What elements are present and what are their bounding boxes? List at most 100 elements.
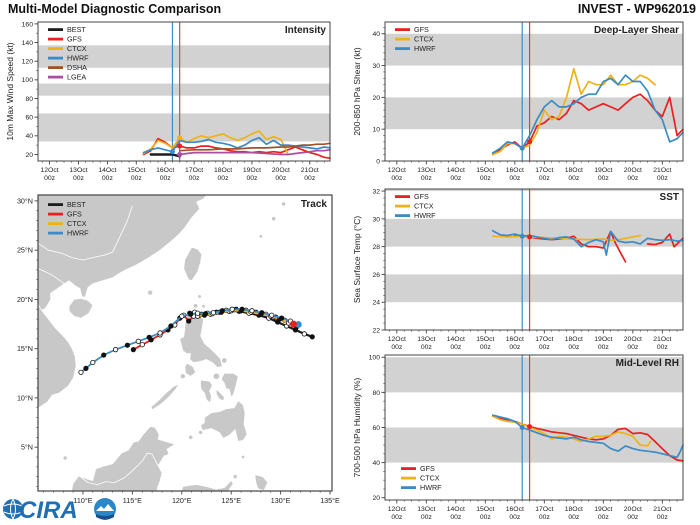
panel-corner-title: Intensity bbox=[285, 25, 327, 36]
x-tick-hour: 00z bbox=[102, 175, 114, 182]
country-border bbox=[112, 205, 133, 253]
x-tick-hour: 00z bbox=[509, 175, 521, 182]
series-line-HWRF bbox=[142, 136, 331, 154]
legend-label-HWRF: HWRF bbox=[67, 54, 89, 63]
x-tick-label: 13Oct bbox=[417, 167, 435, 174]
x-tick-hour: 00z bbox=[450, 175, 462, 182]
y-tick-label: 60 bbox=[25, 115, 33, 122]
init-point-LGEA bbox=[177, 151, 183, 157]
series-line-HWRF bbox=[491, 414, 684, 459]
x-tick-label: 21Oct bbox=[653, 336, 671, 343]
x-tick-label: 16Oct bbox=[506, 336, 524, 343]
lat-tick-label: 5°N bbox=[21, 443, 33, 452]
x-tick-label: 19Oct bbox=[594, 506, 612, 513]
track-point-12z bbox=[179, 313, 185, 319]
track-point-00z bbox=[309, 334, 315, 340]
x-tick-hour: 00z bbox=[480, 175, 492, 182]
panel-corner-title: Mid-Level RH bbox=[616, 358, 679, 369]
x-tick-label: 20Oct bbox=[624, 167, 642, 174]
y-tick-label: 40 bbox=[372, 460, 380, 467]
x-tick-label: 12Oct bbox=[388, 336, 406, 343]
track-point-00z bbox=[83, 365, 89, 371]
panel-corner-title: Track bbox=[301, 199, 328, 210]
x-tick-label: 16Oct bbox=[506, 167, 524, 174]
track-point-12z bbox=[195, 310, 201, 316]
panel-corner-title: SST bbox=[660, 192, 679, 203]
plot-frame bbox=[384, 188, 684, 331]
x-tick-hour: 00z bbox=[480, 514, 492, 521]
lon-tick-label: 115°E bbox=[123, 496, 142, 505]
x-tick-label: 19Oct bbox=[594, 336, 612, 343]
small-island bbox=[259, 234, 263, 238]
page-title: Multi-Model Diagnostic Comparison bbox=[8, 2, 222, 16]
legend-label-CTCX: CTCX bbox=[67, 44, 87, 53]
y-tick-label: 10 bbox=[372, 127, 380, 134]
legend-label-DSHA: DSHA bbox=[67, 63, 87, 72]
x-tick-hour: 00z bbox=[421, 175, 433, 182]
init-position-HWRF bbox=[295, 321, 302, 328]
track-point-00z bbox=[259, 310, 265, 316]
init-position-GFS bbox=[290, 320, 297, 328]
x-tick-hour: 00z bbox=[421, 514, 433, 521]
init-point-GFS bbox=[527, 139, 533, 145]
map-content bbox=[38, 195, 315, 491]
x-tick-hour: 00z bbox=[539, 175, 551, 182]
lon-tick-label: 125°E bbox=[221, 496, 241, 505]
series-line-GFS bbox=[491, 93, 684, 156]
shear-panel: 12Oct00z13Oct00z14Oct00z15Oct00z16Oct00z… bbox=[352, 21, 684, 182]
landmass bbox=[71, 426, 176, 491]
y-tick-label: 100 bbox=[369, 355, 381, 362]
track-point-12z bbox=[269, 312, 275, 318]
landmass bbox=[183, 246, 202, 282]
intensity-category-band bbox=[38, 45, 330, 68]
x-tick-label: 19Oct bbox=[243, 167, 261, 174]
x-tick-hour: 00z bbox=[391, 514, 403, 521]
cira-logo-graphic: CIRA bbox=[3, 497, 116, 524]
series-line-CTCX bbox=[142, 130, 289, 156]
track-point-12z bbox=[210, 310, 217, 316]
intensity-category-band bbox=[385, 97, 683, 130]
country-border bbox=[38, 268, 65, 285]
x-tick-label: 12Oct bbox=[388, 167, 406, 174]
y-tick-label: 28 bbox=[372, 244, 380, 251]
x-tick-label: 21Oct bbox=[653, 167, 671, 174]
track-point-00z bbox=[278, 315, 285, 321]
legend-label-HWRF: HWRF bbox=[67, 229, 89, 238]
track-point-00z bbox=[124, 342, 131, 348]
y-tick-label: 120 bbox=[22, 59, 34, 66]
intensity-category-band bbox=[385, 33, 683, 66]
y-tick-label: 140 bbox=[22, 40, 34, 47]
series-line-LGEA bbox=[178, 148, 331, 156]
lon-tick-label: 120°E bbox=[172, 496, 192, 505]
track-point-00z bbox=[202, 311, 209, 317]
x-tick-label: 12Oct bbox=[40, 167, 58, 174]
country-border bbox=[38, 303, 42, 311]
x-tick-label: 15Oct bbox=[476, 506, 494, 513]
x-tick-hour: 00z bbox=[450, 344, 462, 351]
lon-tick-label: 135°E bbox=[320, 496, 340, 505]
landmass bbox=[216, 388, 225, 402]
x-tick-hour: 00z bbox=[131, 175, 143, 182]
y-tick-label: 30 bbox=[372, 216, 380, 223]
landmass bbox=[68, 298, 94, 319]
x-tick-hour: 00z bbox=[509, 344, 521, 351]
landmass bbox=[200, 379, 213, 404]
series-line-HWRF bbox=[491, 74, 684, 154]
x-tick-label: 12Oct bbox=[388, 506, 406, 513]
legend-label-HWRF: HWRF bbox=[414, 44, 436, 53]
init-point-HWRF bbox=[519, 145, 525, 151]
plot-frame bbox=[37, 21, 331, 162]
small-island bbox=[63, 456, 67, 460]
init-point-GFS bbox=[177, 143, 183, 149]
x-tick-label: 20Oct bbox=[624, 336, 642, 343]
legend-label-GFS: GFS bbox=[414, 25, 429, 34]
y-tick-label: 40 bbox=[25, 133, 33, 140]
small-island bbox=[180, 374, 185, 379]
series-line-CTCX bbox=[491, 415, 652, 447]
legend-label-CTCX: CTCX bbox=[414, 202, 434, 211]
landmass bbox=[254, 474, 269, 491]
x-tick-hour: 00z bbox=[391, 175, 403, 182]
x-tick-label: 13Oct bbox=[69, 167, 87, 174]
x-tick-label: 16Oct bbox=[156, 167, 174, 174]
